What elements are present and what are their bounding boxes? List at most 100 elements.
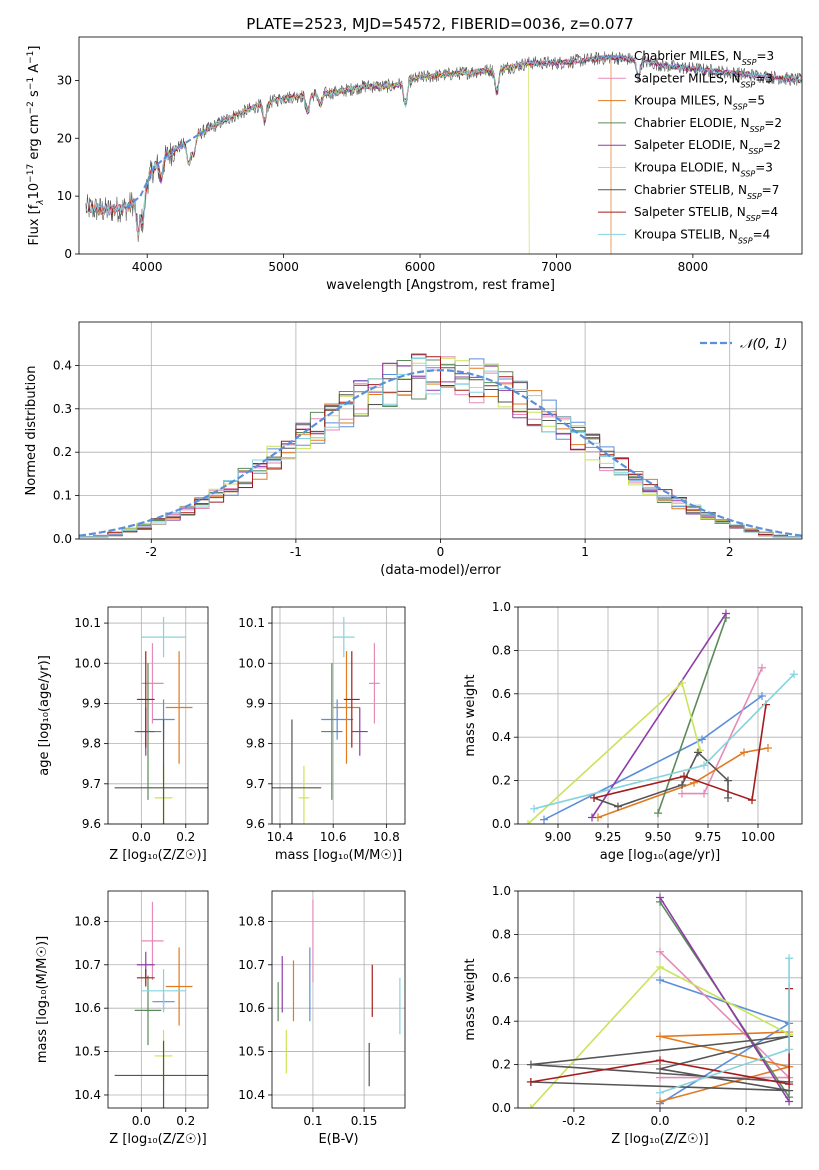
weight-point — [656, 1032, 664, 1041]
axes-age-weight: 9.00 9.25 9.50 9.75 10.00 0.0 0.2 0.4 0.6 0.8 1.0 a… — [463, 600, 802, 863]
grid — [272, 891, 405, 1108]
marker-salpeter-miles — [369, 643, 380, 724]
y-tick-label: 0.2 — [492, 1058, 511, 1072]
marker-chabrier-stelib — [114, 1040, 208, 1108]
weight-point — [656, 1097, 664, 1106]
legend-entry-part: SSP — [733, 102, 748, 111]
weight-point — [656, 947, 664, 956]
x-tick-label: -1 — [290, 545, 302, 559]
legend-entry-part: =2 — [763, 138, 781, 152]
y-axis-label-part: Flux [f — [27, 204, 42, 245]
legend-entry: Kroupa STELIB, NSSP=4 — [634, 227, 770, 245]
legend-entry-part: SSP — [750, 124, 765, 133]
legend-entry-part: =3 — [755, 71, 773, 85]
y-axis-label: age [log₁₀(age/yr)] — [37, 655, 52, 776]
legend-entry-part: =5 — [747, 94, 765, 108]
weight-point — [678, 678, 686, 687]
weight-point — [588, 813, 596, 822]
weight-point — [678, 789, 686, 798]
weight-point — [526, 1104, 535, 1108]
legend-entry-part: SSP — [746, 214, 761, 223]
y-axis-label: mass weight — [463, 674, 478, 756]
x-tick-label: 9.50 — [645, 830, 672, 844]
x-axis-label: age [log₁₀(age/yr)] — [600, 848, 721, 863]
legend-entry: Salpeter STELIB, NSSP=4 — [634, 205, 778, 223]
y-tick-label: 10.0 — [74, 656, 101, 670]
axes-frame — [78, 36, 803, 255]
weight-line-salpeter-elodie — [591, 613, 727, 818]
y-tick-label: 1.0 — [492, 600, 511, 614]
weight-point — [614, 802, 622, 811]
y-axis-label: mass [log₁₀(M/M☉)] — [35, 936, 50, 1063]
axes-frame — [78, 321, 803, 540]
weight-point — [526, 1060, 535, 1069]
y-axis-label-part: λ — [36, 199, 46, 205]
x-tick-label: 0 — [437, 545, 445, 559]
marker-salpeter-stelib — [343, 651, 360, 748]
weight-point — [656, 1088, 664, 1097]
y-axis-label: mass weight — [463, 958, 478, 1040]
y-axis-label-part: erg cm — [27, 114, 42, 163]
weight-point — [748, 796, 756, 805]
legend-entry-part: SSP — [748, 147, 763, 156]
x-tick-label: 0.2 — [176, 830, 195, 844]
legend-entry: Chabrier MILES, NSSP=3 — [634, 49, 774, 67]
marker-kroupa-miles — [165, 947, 193, 1026]
y-tick-label: 0.0 — [53, 532, 72, 546]
y-tick-label: 10.5 — [74, 1045, 101, 1059]
y-tick-label: 10.5 — [238, 1045, 265, 1059]
y-tick-label: 20 — [57, 131, 72, 145]
y-tick-label: 0.2 — [53, 445, 72, 459]
weight-point — [785, 954, 794, 963]
y-axis-label-part: −1 — [26, 51, 36, 64]
legend-entry: Salpeter ELODIE, NSSP=2 — [634, 138, 781, 156]
legend-entry-part: SSP — [738, 236, 753, 245]
y-axis-label-part: −17 — [26, 164, 36, 183]
y-tick-label: 0.1 — [53, 489, 72, 503]
legend-entry-part: =4 — [760, 205, 778, 219]
y-tick-label: 10.6 — [74, 1001, 101, 1015]
legend-entry-part: SSP — [747, 191, 762, 200]
weight-point — [656, 1073, 664, 1082]
y-tick-label: 0.4 — [53, 358, 72, 372]
legend-entry-part: SSP — [741, 80, 756, 89]
x-axis-label: wavelength [Angstrom, rest frame] — [326, 278, 555, 293]
axes-spectrum: 4000 5000 6000 7000 8000 0 10 20 30 wavelength [A… — [26, 46, 802, 293]
weight-point — [524, 820, 532, 824]
y-tick-label: 0.6 — [492, 971, 511, 985]
y-tick-label: 0.4 — [492, 1014, 511, 1028]
weight-line-kroupa-stelib — [533, 673, 795, 810]
x-axis-label: Z [log₁₀(Z/Z☉)] — [109, 848, 206, 863]
marker-kroupa-stelib — [333, 617, 355, 658]
legend-entry: Chabrier ELODIE, NSSP=2 — [634, 116, 782, 133]
axes-ebv-mass: 0.1 0.15 10.4 10.5 10.6 10.7 10.8 E(B-V) — [238, 891, 405, 1147]
weight-point — [680, 772, 688, 781]
weight-point — [764, 744, 772, 753]
legend-entry: 𝒩(0, 1) — [740, 337, 787, 352]
weight-point — [540, 815, 548, 824]
y-tick-label: 10.6 — [238, 1001, 265, 1015]
y-axis-label: Flux [fλ10−17 erg cm−2 s−1 A−1] — [26, 46, 46, 246]
marker-chabrier-stelib — [272, 719, 322, 824]
legend-entry-part: Kroupa MILES, N — [634, 94, 733, 108]
marker-chabrier-elodie — [134, 975, 162, 1046]
y-tick-label: 0.8 — [492, 927, 511, 941]
y-tick-label: 10.8 — [74, 914, 101, 928]
x-tick-label: 0.0 — [650, 1114, 669, 1128]
plot-area — [79, 353, 802, 538]
marker-chabrier-elodie — [321, 663, 343, 800]
weight-point — [694, 748, 702, 757]
legend-entry: Kroupa ELODIE, NSSP=3 — [634, 161, 773, 179]
weight-point — [790, 670, 798, 679]
legend-entry-part: Salpeter MILES, N — [634, 71, 741, 85]
weight-point — [700, 761, 708, 770]
x-tick-label: 0.2 — [176, 1114, 195, 1128]
x-tick-label: 9.00 — [545, 830, 572, 844]
y-axis-label-part: s — [27, 90, 42, 101]
axes-frame — [271, 890, 406, 1109]
axes-frame — [107, 606, 209, 825]
y-tick-label: 0 — [64, 247, 72, 261]
legend-entry-part: Chabrier ELODIE, N — [634, 116, 750, 130]
legend-entry: Kroupa MILES, NSSP=5 — [634, 94, 765, 112]
histogram-kroupa-stelib — [79, 358, 802, 538]
